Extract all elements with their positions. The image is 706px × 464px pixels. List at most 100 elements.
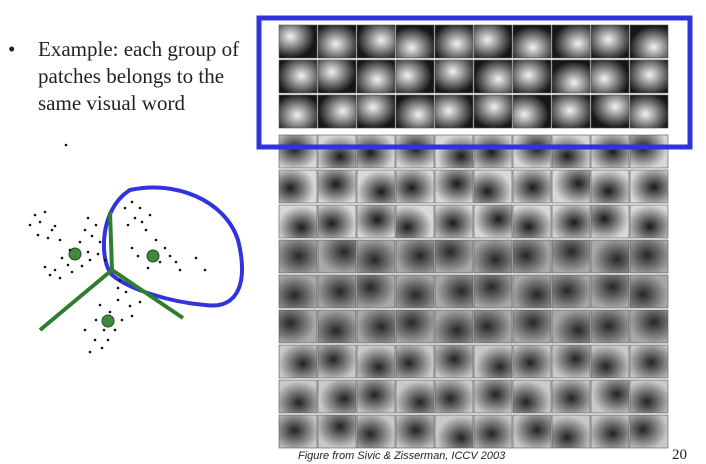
scatter-point [138,206,142,210]
scatter-point [58,238,62,242]
image-patch [629,379,669,414]
image-patch [356,344,396,379]
scatter-points [28,143,207,354]
figure-citation: Figure from Sivic & Zisserman, ICCV 2003 [298,450,506,462]
image-patch [278,344,318,379]
scatter-point [93,338,97,342]
scatter-point [106,338,110,342]
boundary-line-right [110,268,185,320]
scatter-point [94,318,98,322]
image-patch [395,134,435,169]
image-patch [356,24,396,59]
image-patch [512,344,552,379]
bullet-text: Example: each group of patches belongs t… [38,37,240,115]
image-patch [590,239,630,274]
image-patch [512,24,552,59]
image-patch [629,414,669,449]
image-patch [395,344,435,379]
scatter-point [60,256,64,260]
scatter-point [194,256,198,260]
boundary-line-left [38,268,114,332]
boundary-line-vertical [108,211,114,271]
scatter-point [118,278,122,282]
image-patch [434,379,474,414]
image-patch [356,169,396,204]
image-patch [395,414,435,449]
image-patch [551,309,591,344]
scatter-point [80,264,84,268]
image-patch [356,309,396,344]
image-patch [590,379,630,414]
image-patch [590,204,630,239]
image-patch [356,204,396,239]
scatter-point [94,223,98,227]
scatter-point [148,213,152,217]
scatter-point [130,314,134,318]
image-patch [590,59,630,94]
image-patch [590,309,630,344]
image-patch [473,24,513,59]
scatter-point [88,258,92,262]
image-patch [434,94,474,129]
image-patch [551,414,591,449]
scatter-point [98,303,102,307]
scatter-point [133,216,137,220]
scatter-point [163,246,167,250]
scatter-point [144,228,148,232]
image-patch [434,309,474,344]
scatter-point [88,350,92,354]
image-patch [629,94,669,129]
scatter-point [70,270,74,274]
image-patch [395,169,435,204]
image-patch [590,24,630,59]
image-patch [278,309,318,344]
scatter-point [68,248,72,252]
image-patch [278,204,318,239]
image-patch [434,204,474,239]
scatter-point [46,236,50,240]
scatter-point [28,223,32,227]
image-patch [395,204,435,239]
bullet-marker: • [8,37,16,61]
image-patch [356,379,396,414]
image-patch [278,24,318,59]
image-patch [551,94,591,129]
image-patch [434,134,474,169]
scatter-point [124,290,128,294]
image-patch [590,274,630,309]
cluster-center-left [68,247,82,261]
image-patch [512,169,552,204]
image-patch [278,414,318,449]
image-patch [590,169,630,204]
scatter-point [130,246,134,250]
image-patch [473,414,513,449]
image-patch [317,274,357,309]
image-patch [473,344,513,379]
image-patch [317,24,357,59]
scatter-point [116,298,120,302]
image-patch [473,274,513,309]
image-patch [356,239,396,274]
image-patch [434,344,474,379]
image-patch [473,204,513,239]
image-patch [434,239,474,274]
scatter-point [90,234,94,238]
scatter-point [146,266,150,270]
image-patch [434,169,474,204]
scatter-point [43,265,47,269]
image-patch [278,274,318,309]
image-patch [551,274,591,309]
scatter-point [174,260,178,264]
image-patch [512,274,552,309]
image-patch [512,239,552,274]
image-patch [590,134,630,169]
image-patch [629,169,669,204]
image-patch [551,169,591,204]
scatter-point [83,228,87,232]
page-number: 20 [672,447,687,463]
scatter-point [102,328,106,332]
image-patch [278,59,318,94]
image-patch [512,379,552,414]
image-patch [512,134,552,169]
image-patch [395,274,435,309]
